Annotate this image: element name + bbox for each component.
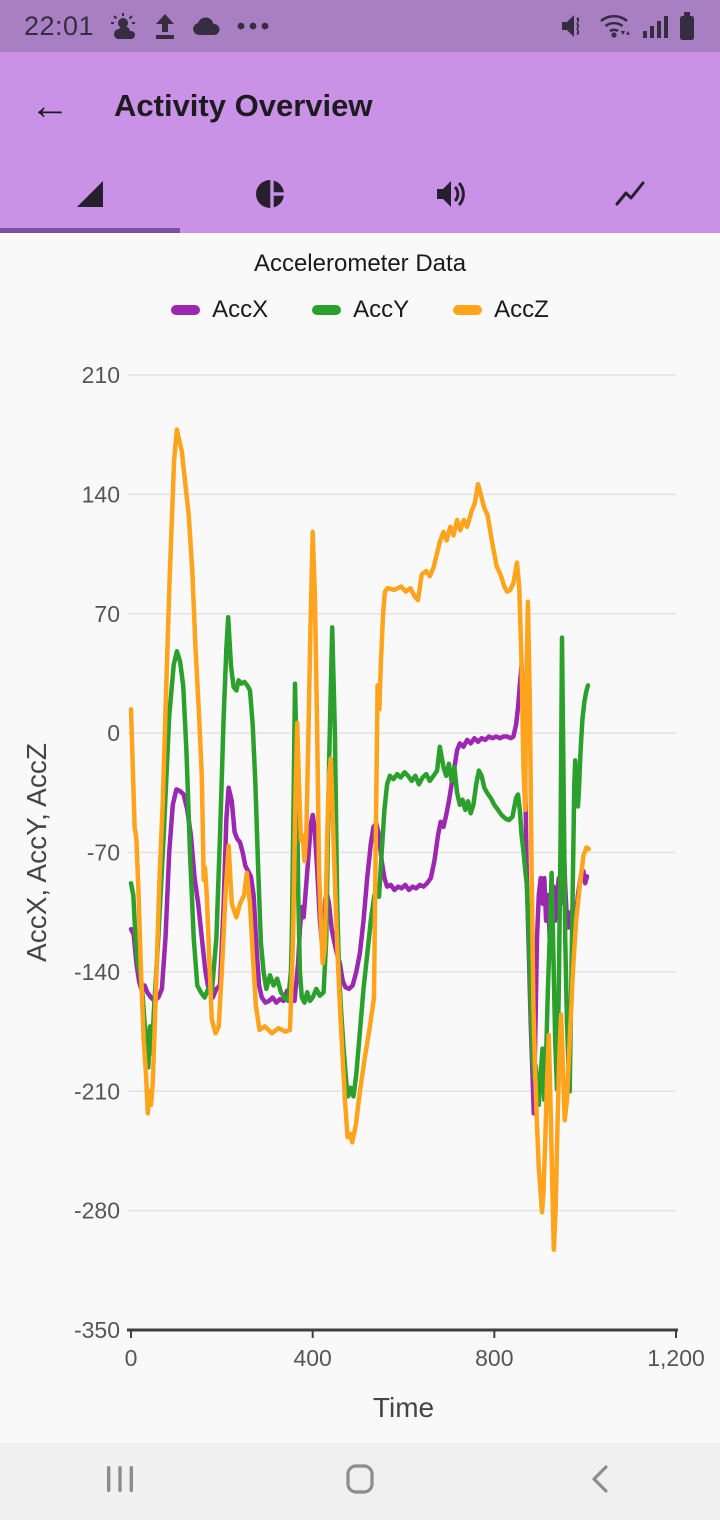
svg-text:-70: -70	[87, 840, 120, 866]
recents-button[interactable]	[0, 1443, 240, 1520]
recents-icon	[105, 1464, 135, 1499]
accx-swatch	[171, 305, 201, 315]
tab-pie-chart[interactable]	[180, 160, 360, 233]
clock: 22:01	[24, 10, 95, 41]
nav-back-button[interactable]	[480, 1443, 720, 1520]
signal-triangle-icon	[72, 176, 108, 217]
accx-label: AccX	[212, 296, 269, 323]
chart-panel: 210 140 70 0 -70 -140 -210 -280 -350 0 400 800 1,200…	[0, 233, 720, 1443]
status-bar: 22:01	[0, 0, 720, 52]
svg-text:Time: Time	[373, 1392, 434, 1423]
svg-text:-140: -140	[74, 959, 120, 985]
battery-icon	[678, 11, 696, 41]
svg-text:1,200: 1,200	[647, 1345, 705, 1371]
tab-bar	[0, 160, 720, 233]
svg-text:-210: -210	[74, 1078, 120, 1104]
weather-sun-cloud-icon	[108, 11, 138, 41]
legend-item-accy[interactable]: AccY	[312, 296, 409, 324]
back-arrow-icon: ←	[30, 83, 70, 128]
home-button[interactable]	[240, 1443, 480, 1520]
page-title: Activity Overview	[114, 88, 373, 123]
tab-audio[interactable]	[360, 160, 540, 233]
cloud-icon	[192, 15, 222, 37]
svg-text:140: 140	[82, 481, 120, 507]
wifi-icon	[598, 11, 632, 41]
selected-tab-indicator	[0, 228, 180, 233]
accy-swatch	[312, 305, 342, 315]
tab-trend[interactable]	[540, 160, 720, 233]
signal-strength-icon	[642, 12, 668, 40]
legend-item-accx[interactable]: AccX	[171, 296, 268, 324]
app-bar: ← Activity Overview	[0, 52, 720, 160]
svg-text:-280: -280	[74, 1198, 120, 1224]
chart-title: Accelerometer Data	[253, 250, 467, 277]
svg-text:0: 0	[107, 720, 120, 746]
svg-text:-350: -350	[74, 1317, 120, 1343]
svg-text:AccX, AccY, AccZ: AccX, AccY, AccZ	[21, 743, 52, 962]
tab-bar-chart[interactable]	[0, 160, 180, 233]
back-icon	[588, 1463, 612, 1500]
legend-item-accz[interactable]: AccZ	[453, 296, 549, 324]
svg-text:400: 400	[293, 1345, 331, 1371]
svg-text:0: 0	[125, 1345, 138, 1371]
home-icon	[345, 1463, 375, 1500]
upload-icon	[152, 12, 178, 40]
accz-label: AccZ	[494, 296, 549, 323]
chart-legend: AccX AccY AccZ	[0, 296, 720, 324]
svg-text:800: 800	[475, 1345, 513, 1371]
android-nav-bar	[0, 1443, 720, 1520]
svg-text:70: 70	[94, 601, 120, 627]
volume-icon	[432, 176, 468, 217]
accy-label: AccY	[353, 296, 410, 323]
pie-chart-icon	[252, 176, 288, 217]
svg-text:210: 210	[82, 362, 120, 388]
more-dots-icon	[236, 21, 270, 31]
back-arrow-button[interactable]: ←	[14, 70, 86, 142]
accz-swatch	[453, 305, 483, 315]
trend-line-icon	[612, 176, 648, 217]
vibrate-mute-icon	[558, 11, 588, 41]
